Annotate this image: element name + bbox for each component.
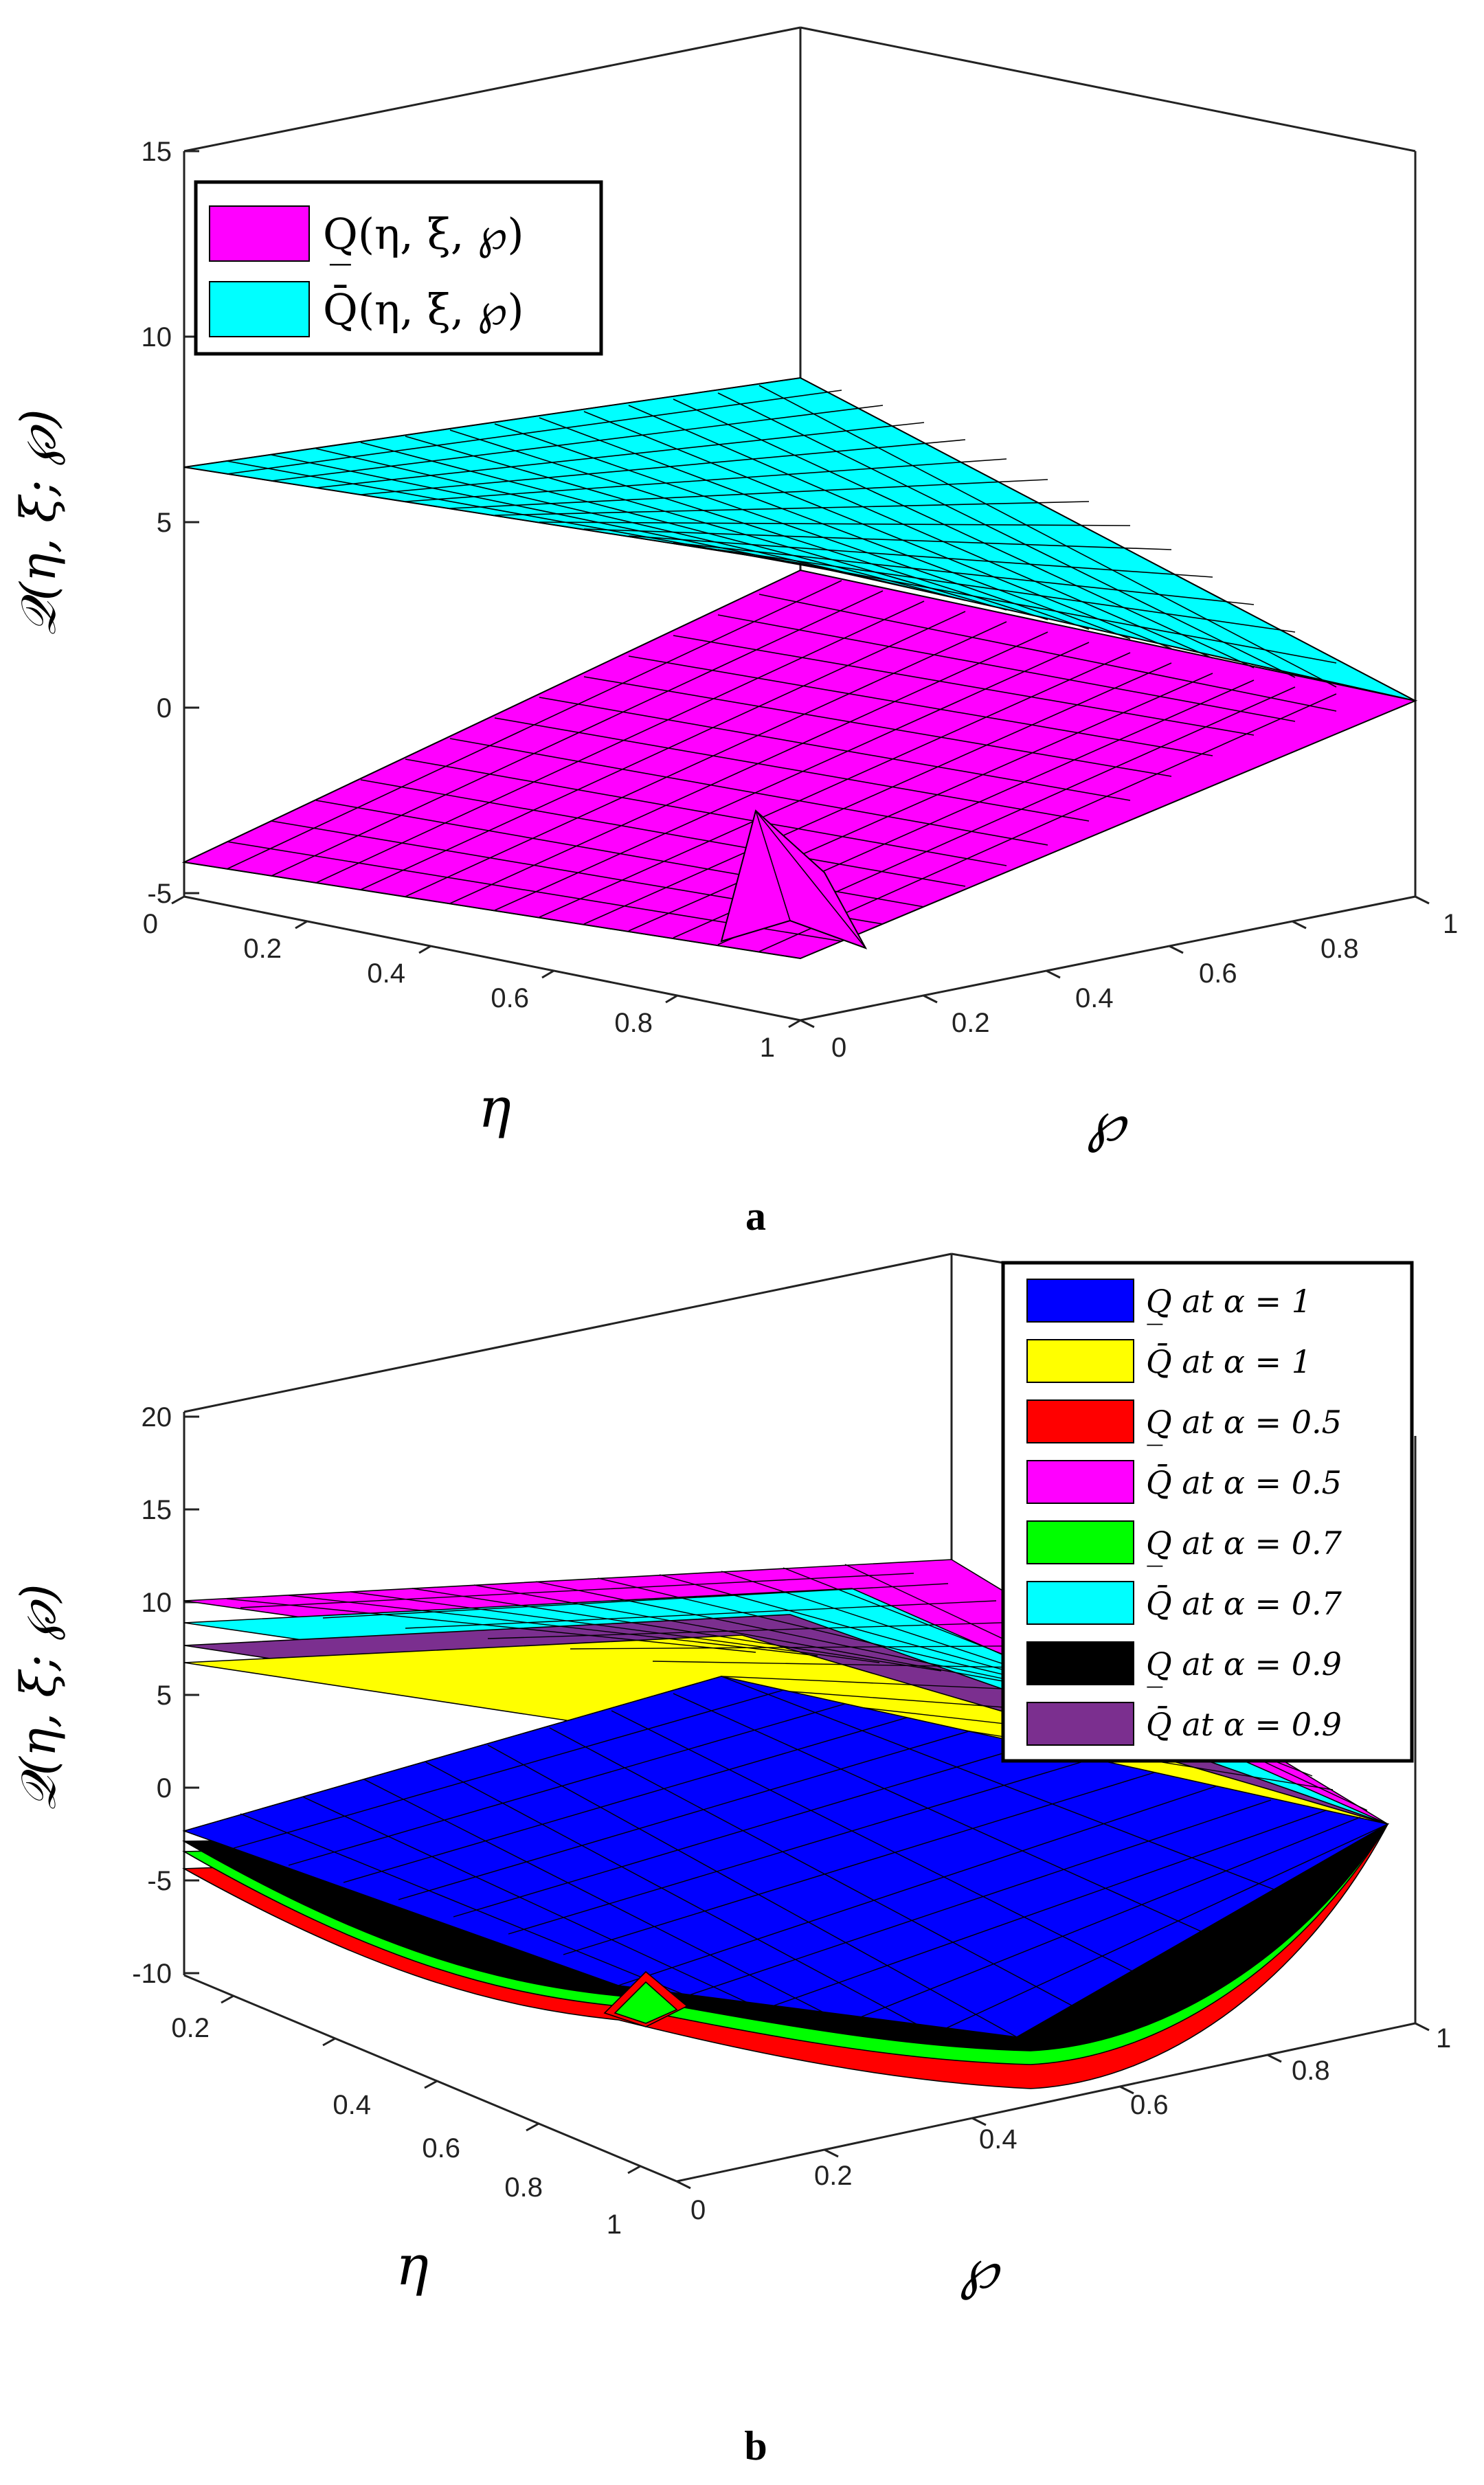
panel-a-phi-tick: 0 <box>831 1033 846 1063</box>
panel-a-legend: Q̲(η, ξ, ℘) Q̄(η, ξ, ℘) <box>194 180 603 356</box>
panel-b-legend-swatch <box>1026 1520 1134 1564</box>
panel-b-eta-tick: 0.4 <box>333 2090 371 2120</box>
panel-b-ztick: 15 <box>142 1495 172 1525</box>
panel-b-legend-label: Q̲ at α = 0.9 <box>1146 1645 1342 1687</box>
panel-a: 15 10 5 0 -5 𝒬(η, ξ; ℘) <box>10 26 1458 1239</box>
panel-b-lower-surfaces <box>182 1676 1390 2089</box>
panel-a-legend-label-lower: Q̲(η, ξ, ℘) <box>323 209 524 266</box>
panel-b-phi-tick: 0.2 <box>814 2161 853 2191</box>
panel-a-eta-label: η <box>478 1076 511 1140</box>
panel-a-eta-tick: 0 <box>143 909 158 939</box>
panel-b-phi-label: ℘ <box>960 2237 1001 2301</box>
panel-b-z-axis-label: 𝒬(η, ξ; ℘) <box>10 1584 67 1810</box>
panel-a-eta-tick: 0.2 <box>243 934 282 964</box>
panel-a-eta-tick: 0.4 <box>367 958 405 989</box>
panel-a-phi-axis: 0 0.2 0.4 0.6 0.8 1 ℘ <box>800 895 1458 1154</box>
panel-b-legend-label: Q̄ at α = 0.7 <box>1146 1584 1342 1622</box>
panel-b-ztick: 10 <box>142 1588 172 1618</box>
panel-b-legend-swatch <box>1026 1702 1134 1746</box>
panel-a-eta-tick: 0.6 <box>491 983 529 1013</box>
panel-b-label: b <box>744 2423 767 2469</box>
panel-a-phi-label: ℘ <box>1087 1090 1128 1154</box>
panel-b-eta-tick: 1 <box>607 2209 622 2240</box>
panel-b-ztick: -10 <box>132 1959 172 1989</box>
panel-a-eta-tick: 1 <box>760 1033 775 1063</box>
panel-b-z-ticks: 20 15 10 5 0 -5 -10 <box>132 1402 199 1989</box>
panel-a-ztick: 10 <box>142 322 172 352</box>
panel-a-legend-label-upper: Q̄(η, ξ, ℘) <box>323 284 524 335</box>
panel-b-eta-label: η <box>396 2234 429 2297</box>
panel-b-legend-label: Q̄ at α = 1 <box>1146 1342 1312 1380</box>
panel-a-eta-axis: 0 0.2 0.4 0.6 0.8 1 η <box>143 895 801 1140</box>
panel-a-ztick: -5 <box>147 879 172 909</box>
panel-b-legend-label: Q̲ at α = 1 <box>1146 1283 1312 1325</box>
panel-b: 20 15 10 5 0 -5 -10 𝒬(η, ξ; ℘) <box>10 1252 1451 2469</box>
panel-a-z-ticks: 15 10 5 0 -5 <box>142 137 199 909</box>
panel-b-ztick: 0 <box>157 1773 172 1803</box>
panel-a-phi-tick: 0.8 <box>1320 934 1359 964</box>
panel-b-legend-swatch <box>1026 1339 1134 1383</box>
panel-a-eta-tick: 0.8 <box>614 1008 653 1038</box>
panel-b-lower-grid <box>183 1676 1389 2038</box>
panel-a-legend-swatch-lower <box>209 205 310 262</box>
panel-b-ztick: 5 <box>157 1680 172 1711</box>
panel-b-legend-swatch <box>1026 1399 1134 1443</box>
panel-b-legend-label: Q̄ at α = 0.5 <box>1146 1463 1342 1501</box>
panel-b-ztick: 20 <box>142 1402 172 1432</box>
panel-a-label: a <box>745 1193 766 1239</box>
panel-a-phi-tick: 1 <box>1443 909 1458 939</box>
panel-b-phi-tick: 0.4 <box>979 2124 1018 2155</box>
panel-b-legend-swatch <box>1026 1279 1134 1323</box>
panel-b-phi-tick: 1 <box>1436 2023 1451 2054</box>
panel-a-phi-tick: 0.6 <box>1199 958 1237 989</box>
panel-a-ztick: 5 <box>157 508 172 538</box>
panel-b-legend-label: Q̲ at α = 0.5 <box>1146 1404 1342 1446</box>
panel-a-phi-tick: 0.2 <box>952 1008 990 1038</box>
panel-b-legend: Q̲ at α = 1 Q̄ at α = 1 Q̲ at α = 0.5 Q̄… <box>1001 1261 1414 1763</box>
panel-a-ztick: 15 <box>142 137 172 167</box>
panel-b-legend-swatch <box>1026 1641 1134 1685</box>
panel-b-eta-tick: 0.2 <box>171 2013 210 2043</box>
panel-b-eta-axis: 0.2 0.4 0.6 0.8 1 η <box>171 1994 641 2297</box>
panel-b-eta-tick: 0.6 <box>422 2133 460 2163</box>
panel-a-legend-swatch-upper <box>209 281 310 337</box>
panel-a-ztick: 0 <box>157 693 172 723</box>
panel-a-surface-upper <box>183 376 1416 701</box>
panel-b-phi-tick: 0 <box>690 2195 706 2225</box>
panel-b-phi-axis: 0 0.2 0.4 0.6 0.8 1 ℘ <box>676 2022 1451 2301</box>
panel-a-surface-lower-grid <box>183 570 1416 959</box>
panel-b-legend-swatch <box>1026 1460 1134 1504</box>
panel-b-phi-tick: 0.8 <box>1292 2056 1330 2086</box>
panel-b-legend-swatch <box>1026 1581 1134 1625</box>
panel-b-eta-tick: 0.8 <box>504 2172 543 2203</box>
panel-a-z-axis-label: 𝒬(η, ξ; ℘) <box>10 409 67 635</box>
panel-a-surface-upper-grid <box>183 377 1416 701</box>
panel-b-legend-label: Q̄ at α = 0.9 <box>1146 1705 1342 1743</box>
panel-b-ztick: -5 <box>147 1866 172 1896</box>
panel-a-phi-tick: 0.4 <box>1075 983 1114 1013</box>
panel-b-legend-label: Q̲ at α = 0.7 <box>1146 1525 1342 1566</box>
panel-b-phi-tick: 0.6 <box>1130 2090 1169 2120</box>
